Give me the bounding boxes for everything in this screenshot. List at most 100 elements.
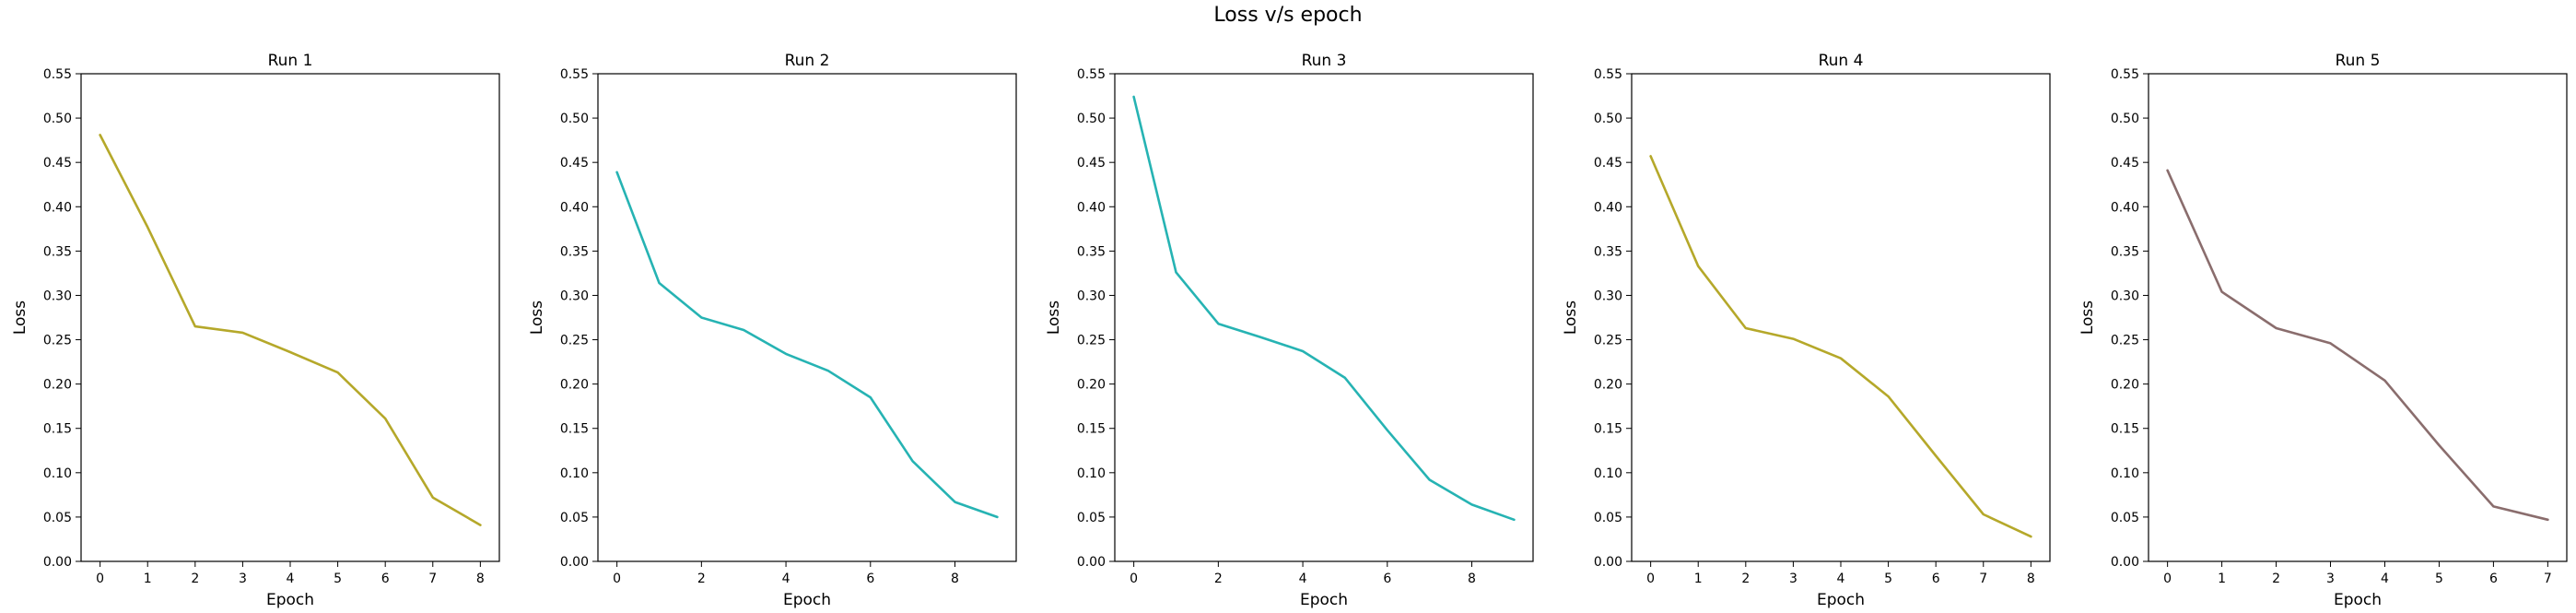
x-tick-label: 8 bbox=[951, 572, 959, 586]
x-tick-label: 8 bbox=[2027, 572, 2035, 586]
y-tick-label: 0.55 bbox=[2111, 67, 2139, 82]
y-tick-label: 0.40 bbox=[43, 200, 72, 215]
x-tick-label: 1 bbox=[1694, 572, 1703, 586]
x-axis-label: Epoch bbox=[1300, 591, 1348, 609]
y-tick-label: 0.35 bbox=[560, 244, 589, 259]
x-tick-label: 2 bbox=[697, 572, 706, 586]
y-tick-label: 0.15 bbox=[560, 422, 589, 437]
y-tick-label: 0.15 bbox=[2111, 422, 2139, 437]
x-tick-label: 0 bbox=[613, 572, 621, 586]
y-tick-label: 0.25 bbox=[1077, 334, 1106, 348]
x-axis-label: Epoch bbox=[783, 591, 831, 609]
y-tick-label: 0.25 bbox=[560, 334, 589, 348]
x-tick-label: 2 bbox=[1214, 572, 1223, 586]
y-tick-label: 0.10 bbox=[43, 466, 72, 481]
y-tick-label: 0.30 bbox=[1077, 289, 1106, 303]
y-tick-label: 0.50 bbox=[1077, 112, 1106, 126]
y-tick-label: 0.00 bbox=[43, 555, 72, 570]
y-tick-label: 0.30 bbox=[43, 289, 72, 303]
y-tick-label: 0.10 bbox=[1077, 466, 1106, 481]
y-tick-label: 0.15 bbox=[1077, 422, 1106, 437]
y-tick-label: 0.15 bbox=[1594, 422, 1622, 437]
x-tick-label: 2 bbox=[2272, 572, 2280, 586]
y-tick-label: 0.15 bbox=[43, 422, 72, 437]
x-tick-label: 4 bbox=[782, 572, 790, 586]
axes-frame bbox=[1631, 73, 2051, 562]
y-tick-label: 0.10 bbox=[2111, 466, 2139, 481]
y-tick-label: 0.45 bbox=[560, 156, 589, 171]
y-tick-label: 0.55 bbox=[1594, 67, 1622, 82]
x-tick-label: 4 bbox=[1299, 572, 1307, 586]
y-tick-label: 0.35 bbox=[43, 244, 72, 259]
x-tick-label: 8 bbox=[476, 572, 485, 586]
loss-line bbox=[1132, 95, 1516, 522]
y-tick-label: 0.10 bbox=[560, 466, 589, 481]
y-tick-label: 0.50 bbox=[1594, 112, 1622, 126]
y-tick-label: 0.30 bbox=[560, 289, 589, 303]
x-tick-label: 1 bbox=[2218, 572, 2226, 586]
y-tick-label: 0.05 bbox=[1594, 511, 1622, 525]
y-tick-label: 0.20 bbox=[1594, 378, 1622, 393]
y-tick-label: 0.20 bbox=[1077, 378, 1106, 393]
x-tick-label: 6 bbox=[2489, 572, 2498, 586]
x-tick-label: 3 bbox=[2326, 572, 2335, 586]
x-tick-label: 7 bbox=[2544, 572, 2552, 586]
y-tick-label: 0.35 bbox=[2111, 244, 2139, 259]
y-tick-label: 0.05 bbox=[1077, 511, 1106, 525]
y-tick-label: 0.55 bbox=[1077, 67, 1106, 82]
subplot-run-3: 0.00 0.05 0.10 0.15 0.20 0.25 0.30 0.35 0.40 0.45… bbox=[1045, 52, 1534, 609]
subplot-title: Run 2 bbox=[785, 52, 830, 70]
y-tick-label: 0.00 bbox=[1594, 555, 1622, 570]
y-tick-label: 0.40 bbox=[1077, 200, 1106, 215]
loss-line bbox=[99, 134, 482, 526]
x-tick-label: 6 bbox=[1932, 572, 1940, 586]
y-tick-label: 0.45 bbox=[1594, 156, 1622, 171]
x-tick-label: 4 bbox=[2381, 572, 2389, 586]
y-tick-label: 0.35 bbox=[1077, 244, 1106, 259]
loss-line bbox=[1649, 155, 2032, 538]
y-tick-label: 0.45 bbox=[43, 156, 72, 171]
x-axis-label: Epoch bbox=[1817, 591, 1865, 609]
x-tick-label: 2 bbox=[191, 572, 199, 586]
y-tick-label: 0.40 bbox=[2111, 200, 2139, 215]
subplot-run-1: 0.00 0.05 0.10 0.15 0.20 0.25 0.30 0.35 0.40 0.45… bbox=[11, 52, 500, 609]
y-tick-label: 0.00 bbox=[2111, 555, 2139, 570]
y-tick-label: 0.40 bbox=[560, 200, 589, 215]
x-tick-label: 7 bbox=[1979, 572, 1987, 586]
axes-frame bbox=[1114, 73, 1534, 562]
y-axis-label: Loss bbox=[11, 301, 29, 335]
subplot-run-4: 0.00 0.05 0.10 0.15 0.20 0.25 0.30 0.35 0.40 0.45… bbox=[1562, 52, 2051, 609]
x-tick-label: 3 bbox=[239, 572, 247, 586]
x-tick-label: 5 bbox=[1884, 572, 1892, 586]
x-tick-label: 6 bbox=[1383, 572, 1391, 586]
y-tick-label: 0.50 bbox=[2111, 112, 2139, 126]
y-tick-label: 0.20 bbox=[2111, 378, 2139, 393]
y-tick-label: 0.35 bbox=[1594, 244, 1622, 259]
y-tick-label: 0.25 bbox=[43, 334, 72, 348]
y-tick-label: 0.50 bbox=[43, 112, 72, 126]
y-tick-label: 0.30 bbox=[1594, 289, 1622, 303]
x-tick-label: 0 bbox=[2163, 572, 2172, 586]
y-tick-label: 0.00 bbox=[560, 555, 589, 570]
y-tick-label: 0.20 bbox=[560, 378, 589, 393]
y-tick-label: 0.05 bbox=[560, 511, 589, 525]
subplot-title: Run 4 bbox=[1819, 52, 1864, 70]
x-tick-label: 6 bbox=[866, 572, 874, 586]
x-tick-label: 3 bbox=[1789, 572, 1797, 586]
loss-line bbox=[2166, 169, 2549, 522]
subplot-title: Run 3 bbox=[1302, 52, 1347, 70]
y-tick-label: 0.25 bbox=[1594, 334, 1622, 348]
y-tick-label: 0.45 bbox=[2111, 156, 2139, 171]
x-axis-label: Epoch bbox=[2334, 591, 2382, 609]
y-tick-label: 0.55 bbox=[560, 67, 589, 82]
x-tick-label: 4 bbox=[287, 572, 295, 586]
x-tick-label: 8 bbox=[1468, 572, 1476, 586]
y-tick-label: 0.25 bbox=[2111, 334, 2139, 348]
y-tick-label: 0.50 bbox=[560, 112, 589, 126]
y-tick-label: 0.40 bbox=[1594, 200, 1622, 215]
subplot-title: Run 1 bbox=[268, 52, 313, 70]
y-tick-label: 0.05 bbox=[2111, 511, 2139, 525]
x-tick-label: 4 bbox=[1837, 572, 1845, 586]
x-tick-label: 2 bbox=[1741, 572, 1750, 586]
